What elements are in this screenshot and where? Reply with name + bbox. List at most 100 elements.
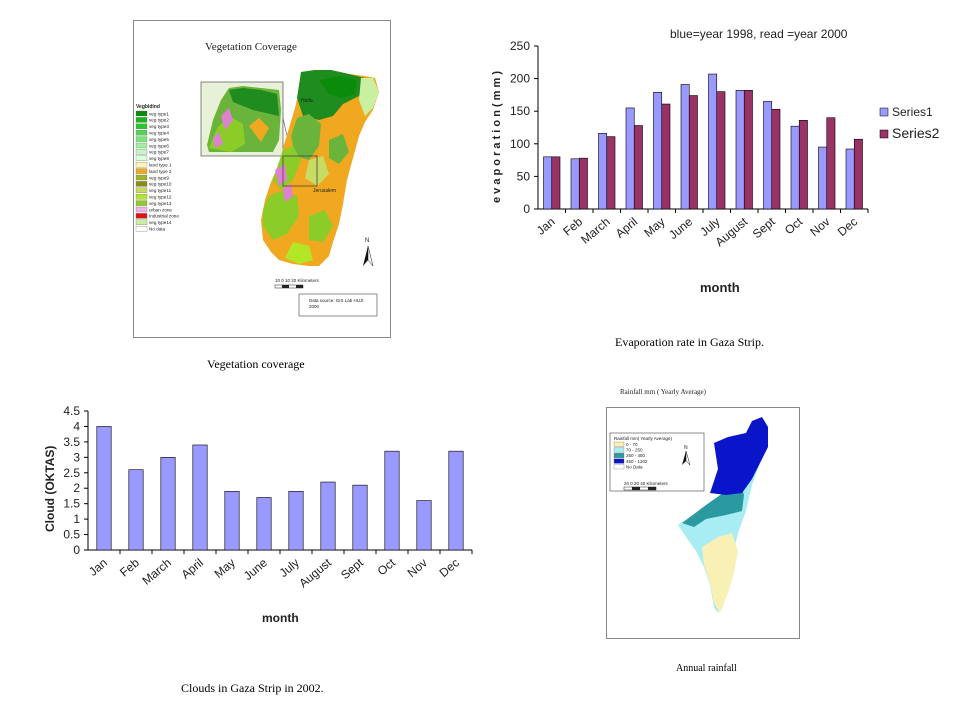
rainfall-legend-title: Rainfall mm( Yearly Average) xyxy=(614,436,672,441)
cloud-y-tick-label: 0.5 xyxy=(63,528,80,542)
vegetation-map-figure: Vegetation Coverage Vegbldind veg type1 v… xyxy=(133,20,391,338)
evap-bar xyxy=(826,117,836,210)
veg-legend-label: veg type12 xyxy=(149,195,172,200)
cloud-y-tick-label: 1 xyxy=(73,512,80,526)
evap-x-tick-label: Dec xyxy=(835,215,860,239)
cloud-chart: Cloud (OKTAS) month 00.5 11.5 22.5 33.5 44.5… xyxy=(43,404,473,625)
cloud-bar xyxy=(288,491,304,551)
veg-legend-label: veg type4 xyxy=(149,131,169,136)
cloud-bar xyxy=(96,426,112,551)
rain-legend-swatch xyxy=(613,441,625,447)
evap-legend-label: Series1 xyxy=(892,105,933,119)
cloud-bar xyxy=(256,497,272,551)
vegetation-inset-map xyxy=(207,86,281,152)
evap-bar xyxy=(570,158,580,210)
city-label-haifa: Haifa xyxy=(301,98,313,104)
svg-text:10 0 10 20 Kilometers: 10 0 10 20 Kilometers xyxy=(275,278,320,283)
veg-legend-swatch xyxy=(135,168,148,174)
cloud-y-tick-label: 4.5 xyxy=(63,404,80,418)
evap-bar xyxy=(845,148,855,210)
vegetation-map-title: Vegetation Coverage xyxy=(205,41,297,53)
evaporation-x-axis-label: month xyxy=(700,280,740,295)
cloud-x-tick-label: March xyxy=(139,556,174,588)
cloud-bar xyxy=(192,444,208,551)
veg-legend-label: veg type5 xyxy=(149,137,169,142)
cloud-x-axis-label: month xyxy=(262,611,299,625)
veg-legend-label: veg type8 xyxy=(149,156,169,161)
evap-y-tick-label: 0 xyxy=(523,202,530,216)
evap-bar xyxy=(743,90,753,210)
evap-bar xyxy=(680,84,690,210)
evap-y-tick-label: 200 xyxy=(510,72,530,86)
cloud-y-tick-label: 3.5 xyxy=(63,435,80,449)
cloud-x-tick-label: April xyxy=(179,556,206,582)
cloud-y-tick-label: 2 xyxy=(73,481,80,495)
veg-legend-label: veg type13 xyxy=(149,201,172,206)
veg-legend-swatch xyxy=(135,162,148,168)
clouds-caption: Clouds in Gaza Strip in 2002. xyxy=(181,681,324,695)
cloud-x-tick-label: Jan xyxy=(86,556,110,579)
rainfall-map-figure: Rainfall mm ( Yearly Average) Rainfall m… xyxy=(606,388,800,639)
evap-bar xyxy=(790,125,800,210)
evap-bar xyxy=(633,125,643,210)
rainfall-map-shape xyxy=(678,417,768,613)
veg-legend-swatch xyxy=(135,149,148,155)
evaporation-chart-title: blue=year 1998, read =year 2000 xyxy=(670,27,848,41)
veg-legend-swatch xyxy=(135,219,148,225)
evaporation-y-axis-label: e v a p o r a t i o n ( m m ) xyxy=(491,71,503,203)
veg-legend-label: veg type1 xyxy=(149,111,169,116)
evap-bar xyxy=(763,101,773,210)
evap-y-tick-label: 250 xyxy=(510,39,530,53)
vegetation-map-frame xyxy=(133,20,391,338)
rain-legend-label: No Data xyxy=(626,464,643,469)
evap-bar xyxy=(625,107,635,210)
veg-legend-swatch xyxy=(135,174,148,181)
veg-legend-label: land type 2 xyxy=(149,169,172,174)
cloud-y-axis-label: Cloud (OKTAS) xyxy=(43,446,57,532)
rain-legend-label: 0 - 70 xyxy=(626,442,638,447)
evap-x-tick-label: May xyxy=(641,215,667,240)
evap-bar xyxy=(578,157,588,210)
veg-legend-swatch xyxy=(135,194,148,200)
evap-x-tick-label: Jan xyxy=(534,215,558,238)
evap-bar xyxy=(798,120,808,210)
data-source-line2: 2000 xyxy=(309,304,320,309)
veg-legend-label: veg type2 xyxy=(149,118,169,123)
veg-legend-swatch xyxy=(135,226,148,232)
evap-x-tick-label: March xyxy=(578,215,613,247)
rain-legend-swatch xyxy=(613,464,625,470)
evap-x-tick-label: Sept xyxy=(750,214,778,241)
evap-bar xyxy=(653,91,663,210)
evap-bar xyxy=(551,156,561,210)
svg-text:20 0 20 40 Kilometers: 20 0 20 40 Kilometers xyxy=(624,481,669,486)
rainfall-caption: Annual rainfall xyxy=(676,663,737,674)
veg-legend-label: veg type14 xyxy=(149,220,172,225)
evap-bar xyxy=(771,108,781,210)
evap-y-tick-label: 100 xyxy=(510,137,530,151)
rain-legend-swatch xyxy=(613,458,625,464)
cloud-bar xyxy=(352,484,368,551)
veg-legend-swatch xyxy=(135,142,148,149)
evaporation-caption: Evaporation rate in Gaza Strip. xyxy=(615,335,764,349)
veg-legend-label: land type 1 xyxy=(149,163,172,168)
veg-legend-swatch xyxy=(135,181,148,187)
rain-legend-label: 450 - 1202 xyxy=(626,459,648,464)
cloud-bar xyxy=(224,491,240,551)
cloud-y-tick-label: 0 xyxy=(73,543,80,557)
cloud-bar xyxy=(320,481,336,551)
evap-bar xyxy=(543,156,553,210)
svg-text:N: N xyxy=(365,238,369,244)
veg-legend-label: veg type6 xyxy=(149,143,169,148)
cloud-bar xyxy=(448,450,464,551)
cloud-x-tick-label: June xyxy=(241,555,270,583)
north-arrow-icon: N xyxy=(363,238,374,267)
vegetation-caption: Vegetation coverage xyxy=(207,357,305,371)
evap-y-tick-label: 150 xyxy=(510,104,530,118)
evap-bar xyxy=(708,73,718,210)
data-source-line1: Data source: GIS Lab HUJI xyxy=(309,298,364,303)
cloud-y-tick-label: 1.5 xyxy=(63,497,80,511)
veg-legend-label: No data xyxy=(149,227,166,232)
